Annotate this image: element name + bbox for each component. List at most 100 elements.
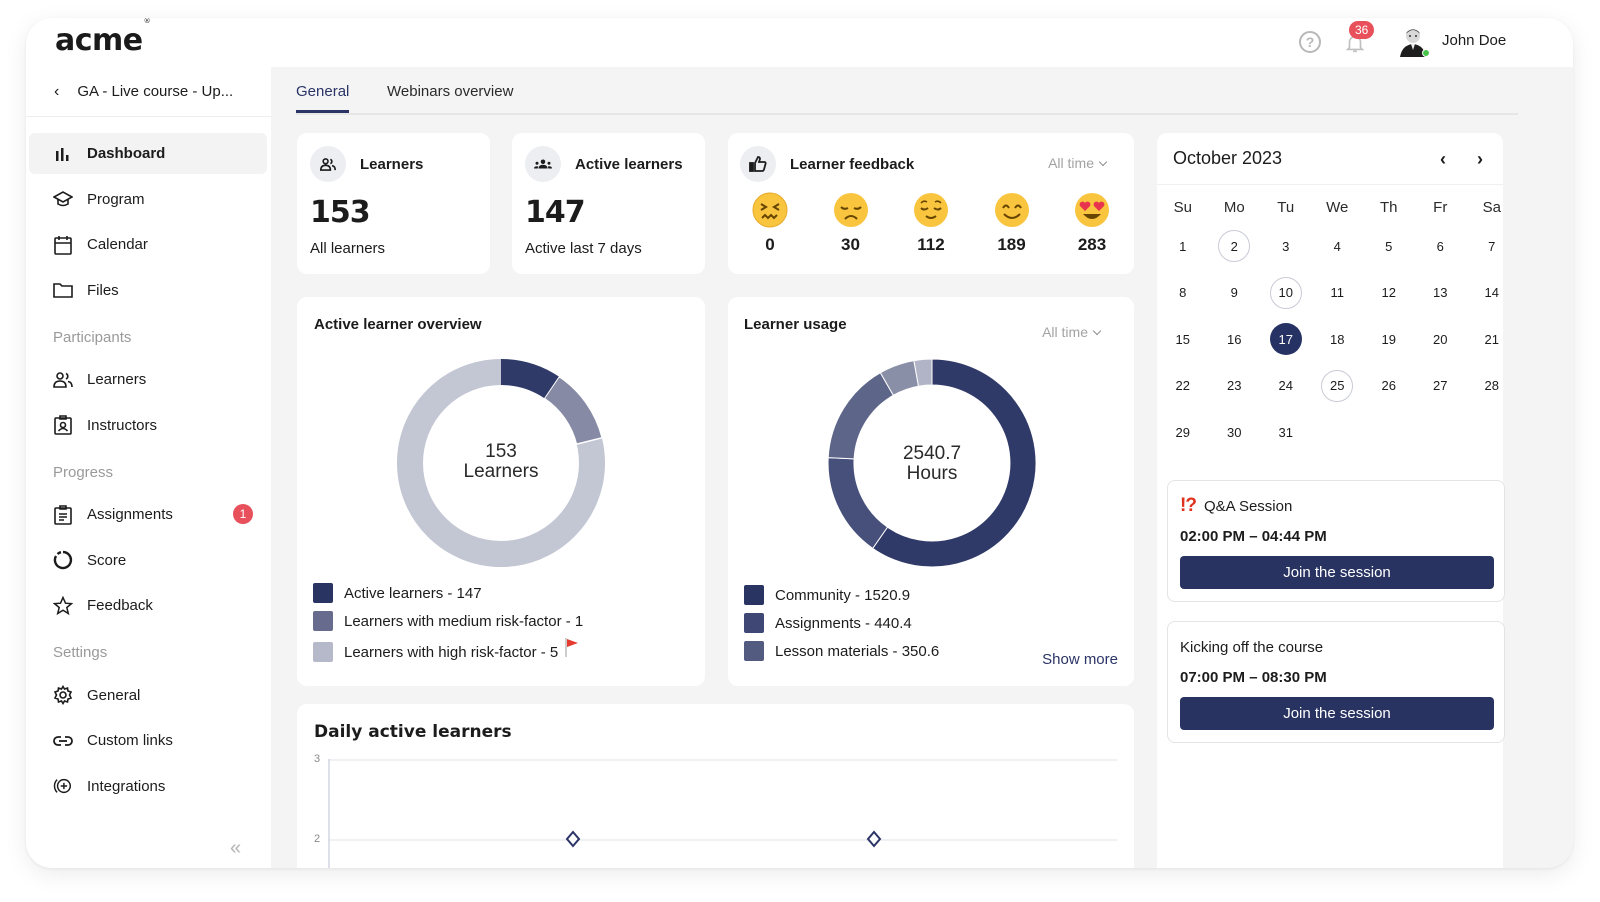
calendar-day-number: 27: [1433, 378, 1448, 394]
previous-month-button[interactable]: ‹: [1440, 149, 1446, 169]
calendar-day[interactable]: 15: [1157, 316, 1209, 363]
sidebar-item-assignments[interactable]: Assignments 1: [29, 494, 267, 535]
user-name[interactable]: John Doe: [1442, 32, 1507, 49]
session-time: 02:00 PM – 04:44 PM: [1180, 528, 1327, 545]
calendar-day[interactable]: 17: [1260, 316, 1312, 363]
feedback-time-filter[interactable]: All time: [1048, 155, 1108, 171]
calendar-day[interactable]: 22: [1157, 363, 1209, 410]
show-more-link[interactable]: Show more: [1042, 651, 1118, 668]
sidebar-item-program[interactable]: Program: [29, 179, 267, 220]
sidebar-item-score[interactable]: Score: [29, 540, 267, 581]
legend-item: Lesson materials - 350.6: [744, 637, 939, 665]
app-window: acme® ? 36 John Doe ‹ GA - Live course -…: [26, 18, 1573, 868]
notification-count-badge[interactable]: 36: [1349, 21, 1375, 39]
section-settings: Settings: [53, 644, 108, 661]
daily-active-learners-plot[interactable]: [297, 704, 1134, 868]
calendar-day[interactable]: 16: [1209, 316, 1261, 363]
acme-logo[interactable]: acme®: [55, 18, 151, 58]
join-session-button[interactable]: Join the session: [1180, 697, 1494, 730]
active-learners-card: Active learners 147 Active last 7 days: [512, 133, 705, 274]
calendar-day[interactable]: 24: [1260, 363, 1312, 410]
donut-segment-other-2[interactable]: [913, 358, 933, 387]
legend-swatch: [313, 583, 333, 603]
learners-card-title: Learners: [360, 155, 424, 173]
calendar-month: October 2023: [1173, 148, 1283, 168]
calendar-day[interactable]: 6: [1415, 223, 1467, 270]
active-learner-donut[interactable]: [396, 358, 606, 568]
learners-count: 153: [310, 195, 371, 230]
donut-segment-active[interactable]: [501, 359, 560, 399]
calendar-day-number: 21: [1484, 331, 1499, 347]
sidebar-item-learners[interactable]: Learners: [29, 359, 267, 400]
legend-swatch: [313, 642, 333, 662]
calendar-day[interactable]: 11: [1312, 270, 1364, 317]
usage-time-filter[interactable]: All time: [1042, 324, 1102, 340]
legend-swatch: [744, 585, 764, 605]
calendar-day[interactable]: 5: [1363, 223, 1415, 270]
calendar-day-number: 23: [1227, 378, 1242, 394]
weekday-label: Tu: [1277, 199, 1295, 216]
sidebar-item-integrations[interactable]: Integrations: [29, 766, 267, 807]
learners-subtitle: All learners: [310, 240, 386, 257]
calendar-day[interactable]: 21: [1466, 316, 1518, 363]
calendar-day[interactable]: 20: [1415, 316, 1467, 363]
calendar-day[interactable]: 29: [1157, 409, 1209, 456]
calendar-day-number: 13: [1433, 285, 1448, 301]
calendar-day[interactable]: 18: [1312, 316, 1364, 363]
tab-general[interactable]: General: [296, 83, 350, 113]
calendar-day[interactable]: 8: [1157, 270, 1209, 317]
calendar-day[interactable]: 4: [1312, 223, 1364, 270]
donut-segment-community[interactable]: [872, 358, 1037, 568]
calendar-day[interactable]: 2: [1209, 223, 1261, 270]
course-back-link[interactable]: ‹ GA - Live course - Up...: [26, 67, 271, 117]
donut-segment-medium-risk[interactable]: [543, 376, 603, 445]
calendar-day-number: 5: [1385, 238, 1393, 254]
join-session-button[interactable]: Join the session: [1180, 556, 1494, 589]
avatar[interactable]: [1398, 25, 1430, 57]
chevron-down-icon: [1098, 157, 1108, 167]
calendar-day[interactable]: 31: [1260, 409, 1312, 456]
users-icon: [53, 370, 73, 390]
calendar-day[interactable]: 23: [1209, 363, 1261, 410]
calendar-day[interactable]: 30: [1209, 409, 1261, 456]
plus-circle-icon: [53, 776, 73, 796]
next-month-button[interactable]: ›: [1477, 149, 1483, 169]
calendar-header: October 2023: [1157, 133, 1503, 185]
calendar-day[interactable]: 13: [1415, 270, 1467, 317]
calendar-day[interactable]: 25: [1312, 363, 1364, 410]
data-point[interactable]: [866, 830, 882, 848]
calendar-day-number: 18: [1330, 331, 1345, 347]
tab-webinars-overview[interactable]: Webinars overview: [387, 83, 514, 100]
calendar-day[interactable]: 19: [1363, 316, 1415, 363]
sidebar-item-feedback[interactable]: Feedback: [29, 585, 267, 626]
section-participants: Participants: [53, 328, 132, 346]
calendar-day[interactable]: 14: [1466, 270, 1518, 317]
question-circle-icon[interactable]: ?: [1299, 31, 1321, 53]
weekday-label: Sa: [1482, 199, 1501, 216]
confounded-face-icon: [752, 192, 788, 228]
donut-segment-assignments[interactable]: [827, 457, 889, 550]
sidebar-item-instructors[interactable]: Instructors: [29, 405, 267, 446]
sidebar-item-custom-links[interactable]: Custom links: [29, 720, 267, 761]
calendar-day[interactable]: 9: [1209, 270, 1261, 317]
calendar-day[interactable]: 27: [1415, 363, 1467, 410]
calendar-day[interactable]: 7: [1466, 223, 1518, 270]
sidebar-item-calendar[interactable]: Calendar: [29, 224, 267, 265]
data-point[interactable]: [565, 830, 581, 848]
calendar-day[interactable]: 3: [1260, 223, 1312, 270]
y-tick-2: 2: [314, 833, 321, 845]
collapse-sidebar-button[interactable]: «: [230, 837, 242, 859]
calendar-day[interactable]: 26: [1363, 363, 1415, 410]
sidebar-item-files[interactable]: Files: [29, 270, 267, 311]
sidebar-item-dashboard[interactable]: Dashboard: [29, 133, 267, 174]
calendar-day[interactable]: 12: [1363, 270, 1415, 317]
learners-card: Learners 153 All learners: [297, 133, 490, 274]
calendar-day[interactable]: 28: [1466, 363, 1518, 410]
calendar-day-number: 17: [1269, 323, 1302, 356]
calendar-day-number: 19: [1381, 331, 1396, 347]
sidebar-item-general[interactable]: General: [29, 675, 267, 716]
calendar-day[interactable]: 10: [1260, 270, 1312, 317]
learner-usage-donut[interactable]: [827, 358, 1037, 568]
calendar-day[interactable]: 1: [1157, 223, 1209, 270]
